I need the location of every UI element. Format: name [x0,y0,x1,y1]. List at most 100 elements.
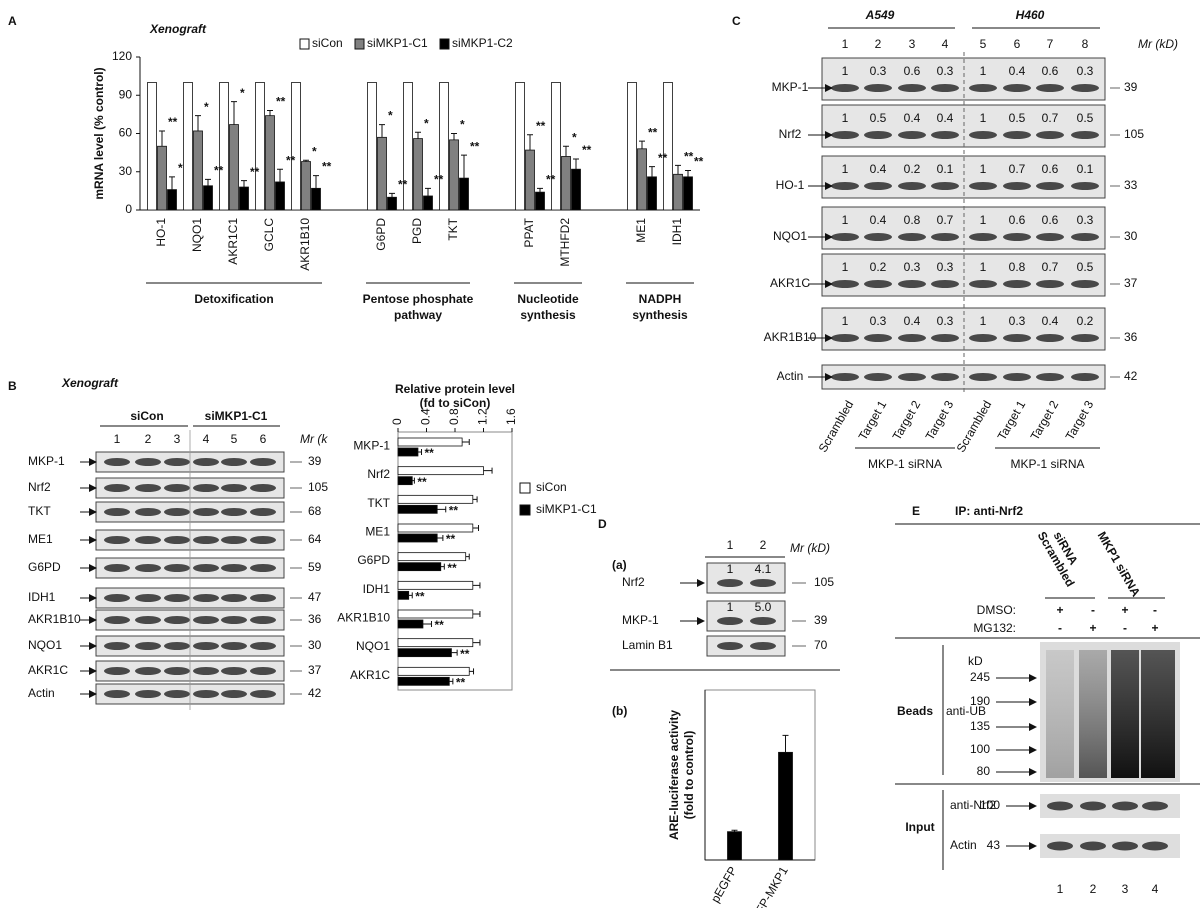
bar [637,148,647,211]
treatment-label: DMSO: [977,603,1016,617]
panel-letter: D [598,517,607,531]
legend-label: siMKP1-C2 [452,36,513,50]
significance: ** [470,139,480,153]
band-quant: 1 [842,111,849,125]
error-bar [303,159,309,162]
lane-number: 8 [1082,37,1089,51]
lane-number: 2 [145,432,152,446]
blot-band [250,508,276,516]
error-bar [425,187,431,196]
bar [627,82,637,211]
lane-number: 1 [727,538,734,552]
error-bar [159,130,165,147]
blot-band [898,84,926,92]
blot-band [1036,182,1064,190]
band-quant: 0.2 [870,260,887,274]
significance: ** [582,143,592,157]
group-label: A549 [865,8,895,22]
bar [683,176,693,211]
lane-label: Scrambled [954,398,995,455]
y-tick-label: MKP-1 [353,439,390,453]
significance: ** [214,164,224,178]
x-tick-label: pEGFP [708,864,740,905]
blot-band [831,280,859,288]
band-quant: 0.8 [1009,260,1026,274]
blot-membrane [821,155,1106,199]
significance: ** [658,151,668,165]
significance: ** [684,150,694,164]
bar [203,185,213,211]
blot-membrane [706,600,786,632]
blot-band [135,484,161,492]
blot-band [164,564,190,572]
blot-band [250,667,276,675]
significance: ** [546,172,556,186]
mr-value: 33 [1124,178,1138,192]
mr-header: Mr (kD) [790,541,830,555]
protein-label: NQO1 [773,229,807,243]
blot-band [831,334,859,342]
x-tick-label: HO-1 [154,218,168,247]
mr-value: 42 [1124,369,1138,383]
mr-value: 100 [980,798,1000,812]
blot-band [221,484,247,492]
protein-label: Actin [28,686,55,700]
blot-band [193,616,219,624]
bar [397,437,463,447]
significance: * [204,100,209,114]
bar [193,130,203,211]
bar [515,82,525,211]
blot-band [250,564,276,572]
blot-band [864,280,892,288]
antibody-label: anti-UB [946,704,986,718]
protein-label: ME1 [28,532,53,546]
significance: ** [648,125,658,139]
blot-band [250,690,276,698]
band-quant: 0.5 [1077,111,1094,125]
bar [571,168,581,211]
blot-band [104,458,130,466]
band-quant: 0.2 [904,162,921,176]
error-bar [231,101,237,125]
error-bar [639,140,645,149]
band-quant: 1 [980,213,987,227]
section-label: Input [905,820,934,834]
band-quant: 4.1 [755,562,772,576]
band-quant: 0.4 [937,111,954,125]
significance: * [424,116,429,130]
treatment-sign: - [1058,621,1062,635]
blot-band [1036,373,1064,381]
error-bar [731,829,738,832]
blot-band [193,690,219,698]
blot-band [104,536,130,544]
bar [535,191,545,211]
y-tick-label: 60 [119,126,133,140]
mr-value: 68 [308,504,322,518]
protein-label: Actin [777,369,804,383]
panel-letter: A [8,14,17,28]
blot-band [104,616,130,624]
protein-label: TKT [28,504,51,518]
band-quant: 0.3 [870,64,887,78]
blot-band [969,182,997,190]
x-tick-label: 1.2 [476,408,490,425]
band-quant: 0.5 [1009,111,1026,125]
bar [397,476,413,486]
mr-header: Mr (k [300,432,328,446]
x-tick-label: pEGFP-MKP1 [741,864,791,908]
lane-number: 2 [760,538,767,552]
bar [673,173,683,211]
blot-band [1142,801,1168,811]
legend-label: siMKP1-C1 [367,36,428,50]
error-bar [451,649,458,656]
blot-band [969,131,997,139]
blot-band [193,642,219,650]
bar [367,82,377,211]
blot-band [250,484,276,492]
band-quant: 0.8 [904,213,921,227]
protein-label: Lamin B1 [622,638,673,652]
band-quant: 0.4 [904,314,921,328]
mr-value: 30 [1124,229,1138,243]
blot-membrane [706,562,786,594]
x-tick-label: 0 [390,418,404,425]
